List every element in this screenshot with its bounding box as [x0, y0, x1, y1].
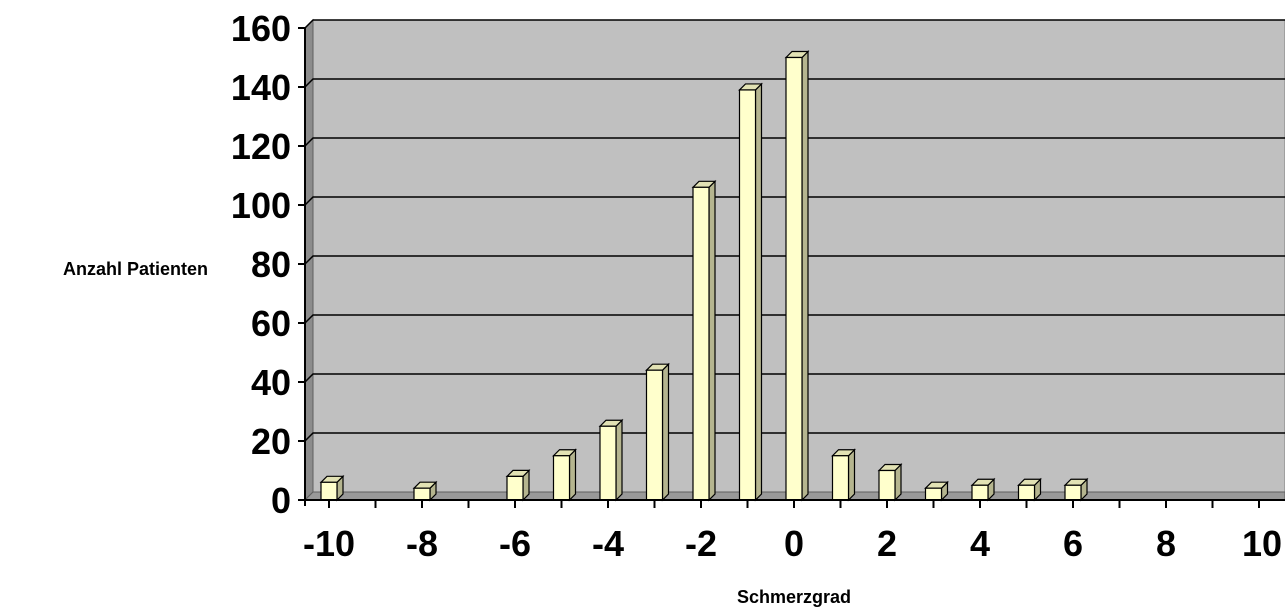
- bar-face: [320, 481, 338, 501]
- y-tick-labels: 0 20 40 60 80 100 120 140 160: [231, 8, 291, 521]
- x-tick-label: 8: [1156, 523, 1176, 564]
- axes: [298, 27, 1285, 508]
- x-tick-label: -6: [499, 523, 531, 564]
- y-tick-label: 140: [231, 67, 291, 108]
- x-axis-title: Schmerzgrad: [737, 587, 851, 607]
- y-tick-label: 40: [251, 362, 291, 403]
- bar: [1063, 477, 1089, 502]
- bar: [691, 179, 717, 502]
- bar-face: [645, 369, 664, 501]
- gridline: [304, 373, 1285, 383]
- gridline: [304, 78, 1285, 88]
- y-tick-label: 20: [251, 421, 291, 462]
- bar-face: [924, 487, 943, 501]
- bar-face: [692, 186, 710, 501]
- gridline: [304, 432, 1285, 442]
- bars: [319, 50, 1089, 502]
- bar: [552, 448, 577, 502]
- bar: [645, 362, 670, 502]
- gridline: [304, 255, 1285, 265]
- bar: [877, 463, 903, 502]
- bar: [1017, 477, 1042, 502]
- bar-face: [413, 487, 431, 501]
- bar: [412, 480, 438, 502]
- bar-side: [615, 418, 623, 502]
- bar-side: [708, 179, 716, 502]
- bar-face: [552, 455, 571, 501]
- x-tick-label: 6: [1063, 523, 1083, 564]
- x-tick-label: -8: [406, 523, 438, 564]
- bar-side: [754, 82, 763, 502]
- bar-face: [506, 475, 524, 501]
- y-tick-label: 80: [251, 244, 291, 285]
- gridline: [304, 137, 1285, 147]
- bar-face: [831, 455, 850, 501]
- bar: [784, 50, 810, 502]
- bar-face: [878, 469, 896, 501]
- x-tick-label: 2: [877, 523, 897, 564]
- bar: [831, 448, 856, 502]
- x-tick-label: 10: [1242, 523, 1282, 564]
- y-axis-title: Anzahl Patienten: [63, 259, 208, 279]
- bar: [738, 82, 763, 502]
- bar-side: [661, 362, 670, 502]
- gridline: [304, 19, 1285, 29]
- bar-side: [801, 50, 809, 502]
- bar-face: [1017, 484, 1036, 501]
- bar: [598, 418, 624, 502]
- bar-face: [785, 56, 803, 501]
- x-tick-labels: -10 -8 -6 -4 -2 0 2 4 6 8 10: [303, 523, 1282, 564]
- gridline: [304, 196, 1285, 206]
- bar-face: [971, 484, 989, 501]
- gridline: [304, 314, 1285, 324]
- bar-side: [568, 448, 577, 502]
- x-tick-label: -10: [303, 523, 355, 564]
- bar-face: [1064, 484, 1082, 501]
- y-tick-label: 100: [231, 185, 291, 226]
- bar: [970, 477, 996, 502]
- x-tick-label: 0: [784, 523, 804, 564]
- bar-face: [738, 89, 757, 501]
- bar: [505, 468, 531, 502]
- gridlines: [304, 19, 1285, 442]
- bar: [319, 474, 345, 502]
- y-tick-label: 120: [231, 126, 291, 167]
- bar-side: [847, 448, 856, 502]
- y-tick-label: 60: [251, 303, 291, 344]
- bar-face: [599, 425, 617, 501]
- x-tick-label: -4: [592, 523, 624, 564]
- y-tick-label: 160: [231, 8, 291, 49]
- y-tick-label: 0: [271, 480, 291, 521]
- x-tick-label: -2: [685, 523, 717, 564]
- x-tick-label: 4: [970, 523, 990, 564]
- bar: [924, 480, 949, 502]
